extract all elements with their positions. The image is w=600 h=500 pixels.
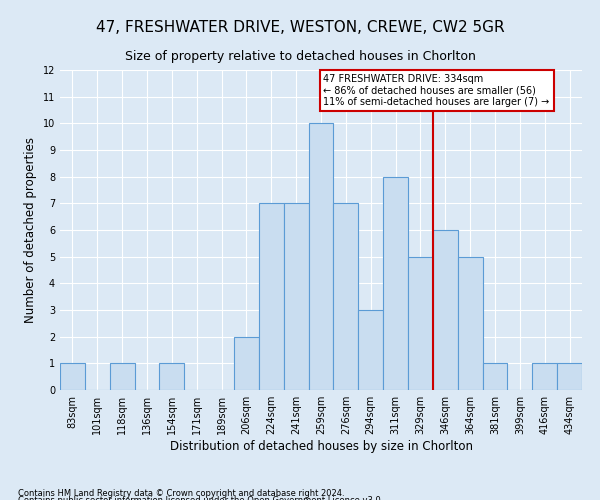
Text: Size of property relative to detached houses in Chorlton: Size of property relative to detached ho… — [125, 50, 475, 63]
Bar — [383, 176, 408, 390]
Bar — [160, 364, 184, 390]
Text: 47 FRESHWATER DRIVE: 334sqm
← 86% of detached houses are smaller (56)
11% of sem: 47 FRESHWATER DRIVE: 334sqm ← 86% of det… — [323, 74, 550, 107]
Bar — [532, 364, 557, 390]
Bar — [284, 204, 308, 390]
X-axis label: Distribution of detached houses by size in Chorlton: Distribution of detached houses by size … — [170, 440, 473, 453]
Bar — [557, 364, 582, 390]
Text: Contains public sector information licensed under the Open Government Licence v3: Contains public sector information licen… — [18, 496, 383, 500]
Text: 47, FRESHWATER DRIVE, WESTON, CREWE, CW2 5GR: 47, FRESHWATER DRIVE, WESTON, CREWE, CW2… — [95, 20, 505, 35]
Bar — [308, 124, 334, 390]
Bar — [433, 230, 458, 390]
Bar — [110, 364, 134, 390]
Bar — [259, 204, 284, 390]
Text: Contains HM Land Registry data © Crown copyright and database right 2024.: Contains HM Land Registry data © Crown c… — [18, 488, 344, 498]
Bar — [358, 310, 383, 390]
Bar — [234, 336, 259, 390]
Bar — [458, 256, 482, 390]
Bar — [60, 364, 85, 390]
Y-axis label: Number of detached properties: Number of detached properties — [24, 137, 37, 323]
Bar — [482, 364, 508, 390]
Bar — [408, 256, 433, 390]
Bar — [334, 204, 358, 390]
